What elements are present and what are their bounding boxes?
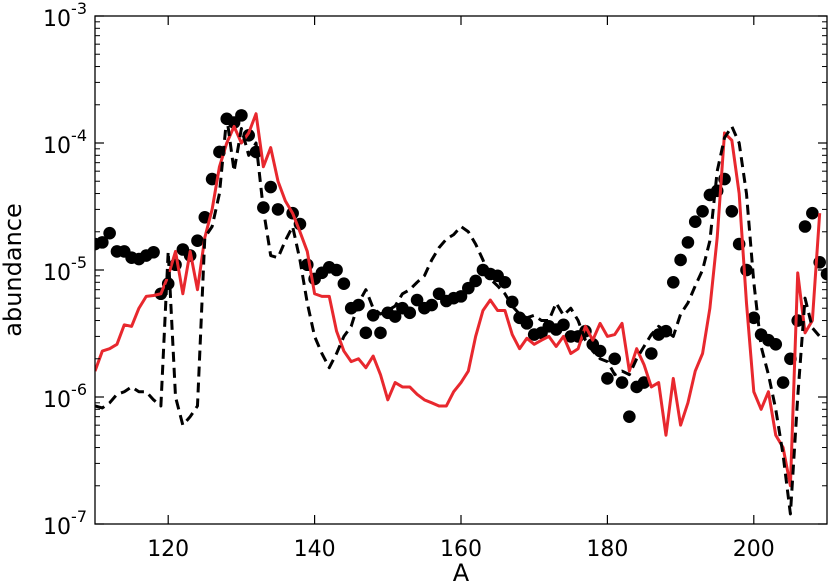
data-point bbox=[769, 338, 783, 351]
x-tick-label: 200 bbox=[733, 537, 775, 562]
data-point bbox=[623, 410, 636, 423]
data-point bbox=[798, 220, 812, 233]
data-point bbox=[425, 298, 439, 312]
data-point bbox=[374, 326, 387, 340]
y-tick-label: 10-6 bbox=[43, 380, 87, 413]
data-point bbox=[615, 376, 629, 389]
data-point bbox=[645, 347, 658, 360]
data-point bbox=[388, 310, 402, 323]
data-point bbox=[96, 236, 109, 249]
data-point bbox=[337, 277, 351, 291]
data-point bbox=[666, 276, 680, 289]
dashed-series-line bbox=[95, 115, 821, 516]
data-point bbox=[725, 204, 739, 218]
data-point bbox=[674, 253, 687, 267]
x-tick-label: 180 bbox=[586, 537, 628, 562]
data-point bbox=[249, 145, 263, 159]
x-axis-label: A bbox=[453, 559, 470, 583]
y-axis-label: abundance bbox=[0, 203, 27, 336]
y-tick-label: 10-5 bbox=[43, 253, 87, 286]
solid-series-line bbox=[95, 112, 822, 488]
data-point bbox=[740, 263, 753, 277]
data-point bbox=[469, 274, 482, 288]
data-point bbox=[557, 318, 570, 332]
data-point bbox=[601, 372, 614, 385]
data-point bbox=[498, 276, 512, 289]
data-point bbox=[103, 226, 116, 240]
data-point bbox=[271, 203, 285, 216]
x-tick-label: 160 bbox=[440, 537, 482, 562]
labels-layer: A abundance bbox=[0, 203, 470, 583]
data-point bbox=[403, 306, 417, 320]
plot-frame bbox=[94, 15, 828, 525]
y-tick-label: 10-7 bbox=[43, 507, 87, 540]
data-point bbox=[637, 376, 651, 389]
series-layer bbox=[95, 109, 827, 516]
data-point bbox=[776, 376, 790, 389]
data-point bbox=[191, 234, 204, 248]
y-tick-label: 10-4 bbox=[43, 126, 87, 159]
data-point bbox=[806, 206, 819, 220]
data-point bbox=[608, 352, 622, 366]
data-point bbox=[235, 109, 248, 122]
x-tick-label: 120 bbox=[147, 537, 189, 562]
data-point bbox=[593, 344, 607, 358]
data-point bbox=[688, 215, 702, 229]
data-point bbox=[454, 290, 468, 303]
data-point bbox=[330, 263, 343, 277]
x-tick-label: 140 bbox=[294, 537, 336, 562]
data-point bbox=[359, 326, 373, 340]
data-point bbox=[820, 267, 827, 281]
y-tick-label: 10-3 bbox=[43, 0, 87, 32]
data-point bbox=[520, 317, 534, 330]
data-point bbox=[264, 180, 277, 194]
data-point bbox=[696, 204, 709, 218]
ticks-layer: 120 140 160 180 200 10-7 10-6 10-5 10-4 10-3 bbox=[43, 0, 827, 562]
data-point bbox=[410, 293, 424, 307]
data-point bbox=[681, 236, 695, 249]
data-point bbox=[147, 245, 160, 259]
